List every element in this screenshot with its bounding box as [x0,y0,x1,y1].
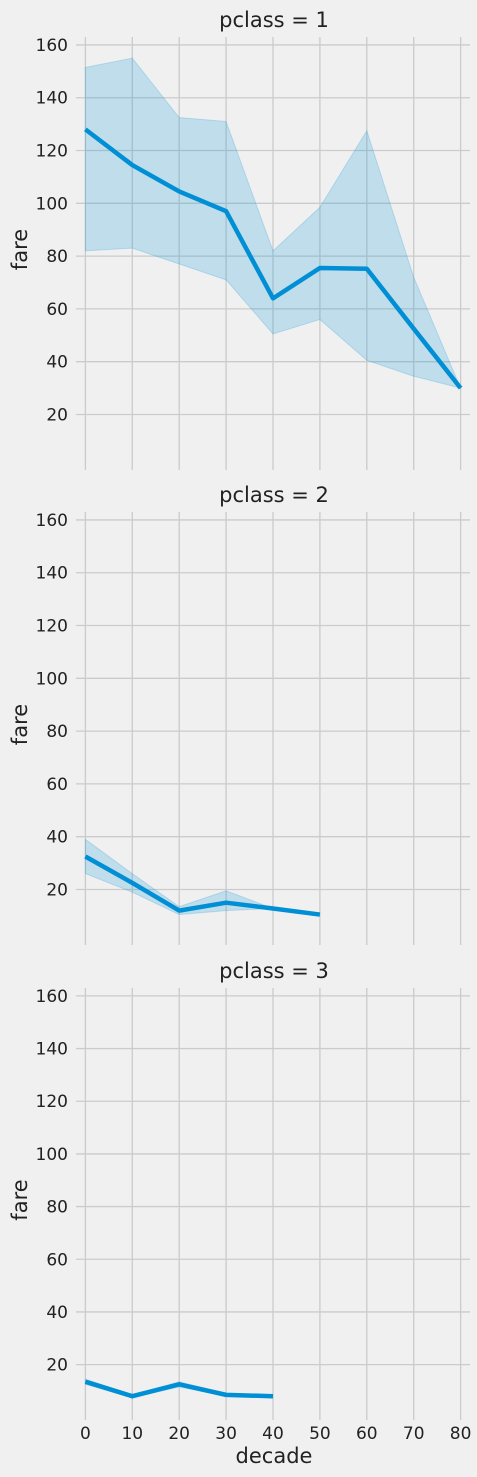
y-tick-label: 40 [46,828,68,848]
x-axis-title: decade [236,1444,313,1468]
y-tick-label: 140 [36,564,68,584]
y-axis-title: fare [8,1179,32,1220]
y-tick-label: 160 [36,36,68,56]
facet-panel-1: 20 40 60 80 100 120 140 160 pclass = 1 fare [8,8,470,470]
x-tick-label: 60 [356,1424,378,1444]
y-axis-title: fare [8,229,32,270]
series-line [84,854,321,917]
y-tick-label: 20 [46,405,68,425]
x-tick-label: 10 [121,1424,143,1444]
y-tick-label: 60 [46,775,68,795]
y-tick-label: 120 [36,142,68,162]
x-tick-label: 40 [262,1424,284,1444]
panel-title: pclass = 1 [219,8,329,32]
y-tick-label: 100 [36,194,68,214]
panel-title: pclass = 3 [219,959,329,983]
facet-panel-2: 20 40 60 80 100 120 140 160 pclass = 2 fare [8,483,470,945]
grid [76,37,470,470]
panel-title: pclass = 2 [219,483,329,507]
y-tick-label: 80 [46,247,68,267]
x-tick-label: 30 [215,1424,237,1444]
grid [76,512,470,945]
y-tick-label: 60 [46,1250,68,1270]
grid [76,988,470,1420]
x-tick-label: 70 [403,1424,425,1444]
y-tick-label: 20 [46,1356,68,1376]
y-tick-label: 100 [36,669,68,689]
y-tick-label: 80 [46,1198,68,1218]
y-tick-label: 160 [36,511,68,531]
x-tick-label: 0 [80,1424,91,1444]
x-tick-label: 20 [168,1424,190,1444]
x-tick-label: 80 [450,1424,472,1444]
y-tick-label: 100 [36,1145,68,1165]
y-tick-label: 120 [36,1092,68,1112]
y-tick-label: 120 [36,617,68,637]
y-tick-label: 140 [36,1040,68,1060]
y-tick-label: 60 [46,300,68,320]
y-axis-title: fare [8,704,32,745]
y-tick-label: 160 [36,987,68,1007]
confidence-band [84,57,462,389]
y-tick-label: 140 [36,89,68,109]
y-tick-label: 20 [46,880,68,900]
y-tick-label: 40 [46,1303,68,1323]
x-tick-label: 50 [309,1424,331,1444]
facet-panel-3: 20 40 60 80 100 120 140 160 0 10 20 30 40 50 60 70 80 pcl… [8,959,471,1468]
y-tick-label: 80 [46,722,68,742]
y-tick-label: 40 [46,353,68,373]
